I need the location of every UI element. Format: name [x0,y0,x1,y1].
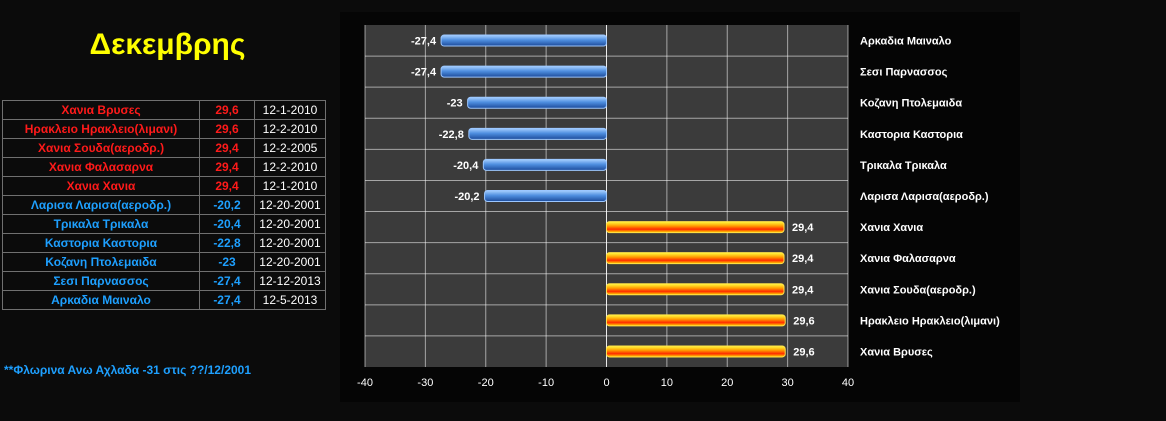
table-row: Χανια Βρυσες 29,6 12-1-2010 [2,100,326,120]
bar [484,190,607,202]
station-name-cell: Καστορια Καστορια [2,233,200,253]
table-row: Χανια Χανια 29,4 12-1-2010 [2,176,326,196]
date-cell: 12-2-2010 [254,119,326,139]
data-label: -23 [447,98,463,110]
bar [606,345,786,358]
table-row: Αρκαδια Μαιναλο -27,4 12-5-2013 [2,290,326,310]
date-cell: 12-20-2001 [254,233,326,253]
x-tick-label: 0 [603,377,609,389]
x-tick-label: -20 [478,377,494,389]
bar [482,158,608,171]
bar [468,127,607,140]
bar-chart: -27,4 Αρκαδια Μαιναλο -27,4 Σεσι Παρνασσος -… [357,25,1000,389]
temperature-cell: -22,8 [199,233,255,253]
date-cell: 12-1-2010 [254,100,326,120]
x-tick-label: 30 [782,377,794,389]
station-name-cell: Χανια Βρυσες [2,100,200,120]
data-label: 29,6 [793,346,814,358]
date-cell: 12-2-2005 [254,138,326,158]
temperature-cell: 29,4 [199,176,255,196]
temperature-cell: -27,4 [199,290,255,310]
data-label: 29,4 [792,253,814,265]
bar [606,252,785,265]
bar [440,65,608,78]
date-cell: 12-5-2013 [254,290,326,310]
date-cell: 12-20-2001 [254,195,326,215]
category-label: Σεσι Παρνασσος [860,67,948,79]
bar [467,96,607,109]
station-name-cell: Χανια Φαλασαρνα [2,157,200,177]
temperature-cell: 29,6 [199,119,255,139]
station-name-cell: Χανια Χανια [2,176,200,196]
temperature-cell: 29,4 [199,157,255,177]
data-label: -27,4 [411,67,437,79]
station-name-cell: Σεσι Παρνασσος [2,271,200,291]
footnote: **Φλωρινα Ανω Αχλαδα -31 στις ??/12/2001 [4,363,252,377]
data-label: 29,4 [792,284,814,296]
date-cell: 12-12-2013 [254,271,326,291]
category-label: Χανια Βρυσες [860,346,933,358]
category-label: Λαρισα Λαρισα(αεροδρ.) [860,191,989,203]
table-row: Λαρισα Λαρισα(αεροδρ.) -20,2 12-20-2001 [2,195,326,215]
category-label: Αρκαδια Μαιναλο [860,36,952,48]
station-name-cell: Λαρισα Λαρισα(αεροδρ.) [2,195,200,215]
temperature-cell: 29,6 [199,100,255,120]
temperature-cell: 29,4 [199,138,255,158]
bar [606,221,785,234]
table-row: Σεσι Παρνασσος -27,4 12-12-2013 [2,271,326,291]
station-name-cell: Ηρακλειο Ηρακλειο(λιμανι) [2,119,200,139]
bar [606,314,786,327]
chart-panel: -27,4 Αρκαδια Μαιναλο -27,4 Σεσι Παρνασσος -… [340,12,1020,402]
x-tick-label: -10 [538,377,554,389]
table-row: Κοζανη Πτολεμαιδα -23 12-20-2001 [2,252,326,272]
station-name-cell: Τρικαλα Τρικαλα [2,214,200,234]
data-label: 29,6 [793,315,814,327]
records-table-body: Χανια Βρυσες 29,6 12-1-2010 Ηρακλειο Ηρακλε… [2,100,326,310]
temperature-cell: -20,2 [199,195,255,215]
table-row: Ηρακλειο Ηρακλειο(λιμανι) 29,6 12-2-2010 [2,119,326,139]
category-label: Ηρακλειο Ηρακλειο(λιμανι) [860,315,1000,327]
station-name-cell: Χανια Σουδα(αεροδρ.) [2,138,200,158]
temperature-cell: -27,4 [199,271,255,291]
x-tick-label: 40 [842,377,854,389]
bar [440,34,608,47]
data-label: -20,2 [454,191,479,203]
table-row: Χανια Σουδα(αεροδρ.) 29,4 12-2-2005 [2,138,326,158]
category-label: Καστορια Καστορια [860,129,963,141]
temperature-cell: -20,4 [199,214,255,234]
category-label: Τρικαλα Τρικαλα [860,160,947,172]
date-cell: 12-20-2001 [254,214,326,234]
date-cell: 12-2-2010 [254,157,326,177]
category-label: Χανια Φαλασαρνα [860,253,956,265]
x-tick-label: 10 [661,377,673,389]
station-name-cell: Αρκαδια Μαιναλο [2,290,200,310]
table-row: Τρικαλα Τρικαλα -20,4 12-20-2001 [2,214,326,234]
records-table: Χανια Βρυσες 29,6 12-1-2010 Ηρακλειο Ηρακλε… [2,100,326,310]
date-cell: 12-20-2001 [254,252,326,272]
category-label: Χανια Σουδα(αεροδρ.) [860,284,976,296]
data-label: -20,4 [453,160,479,172]
station-name-cell: Κοζανη Πτολεμαιδα [2,252,200,272]
data-label: -22,8 [439,129,464,141]
x-tick-label: -30 [417,377,433,389]
data-label: 29,4 [792,222,814,234]
category-label: Χανια Χανια [860,222,923,234]
data-label: -27,4 [411,36,437,48]
category-label: Κοζανη Πτολεμαιδα [860,98,962,110]
bar [606,283,785,296]
x-tick-label: -40 [357,377,373,389]
page-title: Δεκεμβρης [89,28,246,61]
date-cell: 12-1-2010 [254,176,326,196]
temperature-cell: -23 [199,252,255,272]
table-row: Καστορια Καστορια -22,8 12-20-2001 [2,233,326,253]
table-row: Χανια Φαλασαρνα 29,4 12-2-2010 [2,157,326,177]
x-tick-label: 20 [721,377,733,389]
